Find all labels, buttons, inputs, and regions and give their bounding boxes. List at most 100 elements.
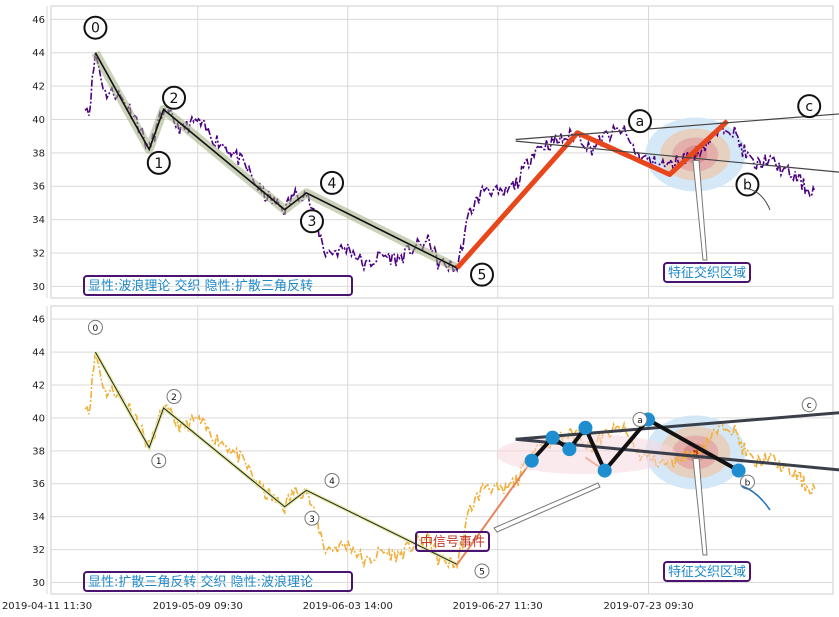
wave-label-2: 2 — [166, 389, 182, 405]
x-tick-label: 2019-06-27 11:30 — [453, 601, 543, 612]
wave-label-circle — [324, 472, 340, 488]
wave-label-circle — [469, 262, 494, 287]
feature-region-label: 特征交织区域 — [668, 564, 746, 580]
feature-region-label-box — [663, 262, 751, 283]
feature-region-label: 特征交织区域 — [668, 265, 746, 281]
wave-label-text: 5 — [478, 268, 487, 284]
wave-label-text: 5 — [479, 567, 485, 577]
correction-wave-line — [455, 119, 730, 270]
y-tick-label: 44 — [32, 348, 45, 359]
y-tick-label: 30 — [32, 282, 45, 293]
y-tick-label: 30 — [32, 578, 45, 589]
impulse-wave-line — [94, 52, 458, 269]
forecast-arrow — [741, 485, 771, 511]
wave-label-text: 2 — [170, 91, 179, 107]
wave-label-text: 4 — [329, 477, 335, 487]
wave-label-circle — [304, 510, 320, 526]
feature-region-arrow — [692, 160, 708, 261]
feature-region-arrow — [692, 458, 708, 556]
y-tick-label: 34 — [32, 512, 45, 523]
x-tick-label: 2019-06-03 14:00 — [303, 601, 393, 612]
impulse-wave-line — [94, 351, 458, 565]
wave-label-text: a — [637, 416, 643, 426]
wave-label-0: 0 — [87, 319, 103, 335]
triangle-pattern-point — [545, 430, 560, 445]
x-tick-label: 2019-04-11 11:30 — [2, 601, 92, 612]
triangle-pattern-point — [524, 453, 539, 468]
signal-event-label-box — [415, 531, 490, 552]
wave-label-circle — [83, 15, 108, 40]
triangle-trendline-0 — [515, 113, 839, 141]
wave-label-1: 1 — [146, 150, 171, 175]
triangle-trendline-1 — [515, 140, 839, 173]
x-tick-label: 2019-07-23 09:30 — [603, 601, 693, 612]
y-tick-label: 38 — [32, 148, 45, 159]
wave-label-text: 1 — [154, 156, 163, 172]
wave-label-circle — [162, 85, 187, 110]
y-tick-label: 46 — [32, 15, 45, 26]
y-tick-label: 34 — [32, 215, 45, 226]
wave-label-a: a — [627, 109, 652, 134]
y-tick-label: 40 — [32, 413, 45, 424]
wave-label-text: c — [807, 401, 812, 411]
wave-label-4: 4 — [320, 170, 345, 195]
triangle-pattern-point — [597, 463, 612, 478]
wave-label-circle — [166, 389, 182, 405]
wave-label-text: c — [805, 99, 813, 115]
y-tick-label: 32 — [32, 545, 45, 556]
wave-label-circle — [151, 453, 167, 469]
wave-label-text: 2 — [171, 393, 177, 403]
wave-label-text: 0 — [91, 21, 100, 37]
wave-label-circle — [87, 319, 103, 335]
wave-label-c: c — [797, 94, 822, 119]
wave-label-5: 5 — [469, 262, 494, 287]
y-tick-label: 36 — [32, 182, 45, 193]
y-tick-label: 42 — [32, 380, 45, 391]
wave-label-text: 3 — [308, 214, 317, 230]
y-tick-label: 42 — [32, 82, 45, 93]
wave-label-circle — [146, 150, 171, 175]
pattern-shadow — [496, 434, 677, 475]
wave-label-text: b — [745, 479, 751, 489]
triangle-pattern-point — [578, 420, 593, 435]
title-annotation: 显性:扩散三角反转 交织 隐性:波浪理论 — [88, 574, 313, 590]
wave-label-circle — [627, 109, 652, 134]
wave-label-text: 4 — [328, 176, 337, 192]
y-tick-label: 36 — [32, 479, 45, 490]
title-annotation-box — [83, 571, 353, 592]
y-tick-label: 46 — [32, 315, 45, 326]
wave-label-0: 0 — [83, 15, 108, 40]
y-tick-label: 44 — [32, 48, 45, 59]
wave-label-b: b — [735, 172, 760, 197]
wave-label-2: 2 — [162, 85, 187, 110]
wave-label-circle — [474, 563, 490, 579]
correction-link-line — [456, 460, 533, 565]
wave-label-4: 4 — [324, 472, 340, 488]
x-tick-label: 2019-05-09 09:30 — [153, 601, 243, 612]
wave-label-circle — [632, 412, 648, 428]
wave-label-text: 1 — [156, 457, 162, 467]
y-tick-label: 38 — [32, 446, 45, 457]
signal-event-label: 中信号事件 — [420, 535, 485, 550]
wave-label-circle — [797, 94, 822, 119]
title-annotation: 显性:波浪理论 交织 隐性:扩散三角反转 — [88, 278, 313, 294]
wave-label-5: 5 — [474, 563, 490, 579]
wave-label-3: 3 — [304, 510, 320, 526]
wave-label-a: a — [632, 412, 648, 428]
wave-label-text: a — [636, 114, 645, 130]
wave-label-circle — [299, 209, 324, 234]
wave-label-3: 3 — [299, 209, 324, 234]
signal-event-arrow — [493, 482, 601, 533]
feature-region-label-box — [663, 561, 751, 582]
wave-label-text: b — [743, 178, 752, 194]
wave-label-1: 1 — [151, 453, 167, 469]
wave-label-text: 3 — [309, 515, 315, 525]
triangle-pattern-point — [731, 463, 746, 478]
wave-label-circle — [801, 397, 817, 413]
title-annotation-box — [83, 275, 353, 296]
wave-label-text: 0 — [93, 324, 99, 334]
